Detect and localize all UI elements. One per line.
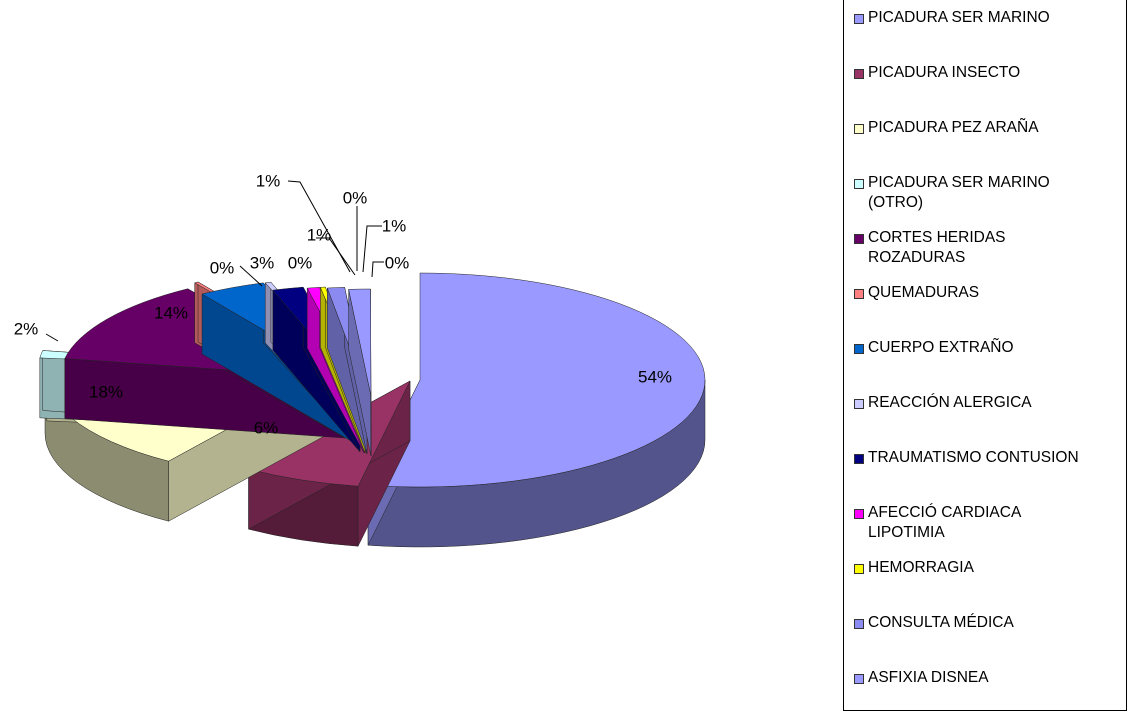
legend-swatch — [854, 124, 864, 134]
data-label: 6% — [254, 419, 279, 438]
pie-slice — [348, 288, 372, 457]
legend-label: CONSULTA MÉDICA — [868, 614, 1014, 631]
legend-item: CORTES HERIDAS ROZADURAS — [854, 228, 1124, 268]
legend-label: PICADURA INSECTO — [868, 64, 1021, 81]
legend-item: PICADURA PEZ ARAÑA — [854, 118, 1124, 138]
legend-item: REACCIÓN ALERGICA — [854, 393, 1124, 413]
legend-swatch — [854, 454, 864, 464]
data-label: 0% — [385, 254, 410, 273]
leader-line — [239, 265, 263, 287]
legend-swatch — [854, 234, 864, 244]
data-label: 18% — [89, 383, 123, 402]
legend-swatch — [854, 674, 864, 684]
data-label: 0% — [210, 259, 235, 278]
chart-legend: PICADURA SER MARINO PICADURA INSECTO PICAD… — [843, 0, 1127, 711]
legend-swatch — [854, 399, 864, 409]
legend-label: CUERPO EXTRAÑO — [868, 339, 1014, 356]
legend-item: CUERPO EXTRAÑO — [854, 338, 1124, 358]
legend-item: TRAUMATISMO CONTUSION — [854, 448, 1124, 468]
legend-label: PICADURA PEZ ARAÑA — [868, 119, 1039, 136]
legend-label: TRAUMATISMO CONTUSION — [868, 449, 1079, 466]
legend-item: PICADURA INSECTO — [854, 63, 1124, 83]
leader-line — [287, 180, 351, 273]
leader-line — [45, 333, 59, 342]
legend-label: AFECCIÓ CARDIACA LIPOTIMIA — [868, 504, 1022, 541]
data-label: 0% — [288, 254, 313, 273]
legend-item: ASFIXIA DISNEA — [854, 668, 1124, 688]
pie-slice — [367, 272, 706, 548]
legend-swatch — [854, 564, 864, 574]
legend-item: HEMORRAGIA — [854, 558, 1124, 578]
legend-swatch — [854, 509, 864, 519]
legend-label: ASFIXIA DISNEA — [868, 669, 989, 686]
leader-line — [316, 237, 356, 276]
legend-swatch — [854, 619, 864, 629]
data-label: 0% — [343, 189, 368, 208]
leader-line — [362, 225, 382, 273]
legend-label: PICADURA SER MARINO (OTRO) — [868, 174, 1050, 211]
data-label: 54% — [638, 368, 672, 387]
data-label: 1% — [382, 217, 407, 236]
legend-item: PICADURA SER MARINO — [854, 8, 1124, 28]
leader-line — [371, 261, 384, 278]
data-label: 14% — [154, 304, 188, 323]
data-label: 2% — [14, 320, 39, 339]
data-label: 3% — [250, 254, 275, 273]
data-label: 1% — [307, 226, 332, 245]
legend-item: PICADURA SER MARINO (OTRO) — [854, 173, 1124, 213]
legend-swatch — [854, 14, 864, 24]
legend-label: REACCIÓN ALERGICA — [868, 394, 1032, 411]
data-label: 1% — [256, 172, 281, 191]
pie-chart: 54% 6% 18% 2% 14% 0% 3% 0% 1% 1% 0% 1% 0% — [14, 172, 706, 548]
legend-swatch — [854, 344, 864, 354]
legend-swatch — [854, 289, 864, 299]
legend-item: AFECCIÓ CARDIACA LIPOTIMIA — [854, 503, 1124, 543]
legend-label: CORTES HERIDAS ROZADURAS — [868, 229, 1006, 266]
legend-label: QUEMADURAS — [868, 284, 980, 301]
legend-item: QUEMADURAS — [854, 283, 1124, 303]
legend-item: CONSULTA MÉDICA — [854, 613, 1124, 633]
legend-label: HEMORRAGIA — [868, 559, 974, 576]
legend-swatch — [854, 179, 864, 189]
legend-label: PICADURA SER MARINO — [868, 9, 1050, 26]
legend-swatch — [854, 69, 864, 79]
